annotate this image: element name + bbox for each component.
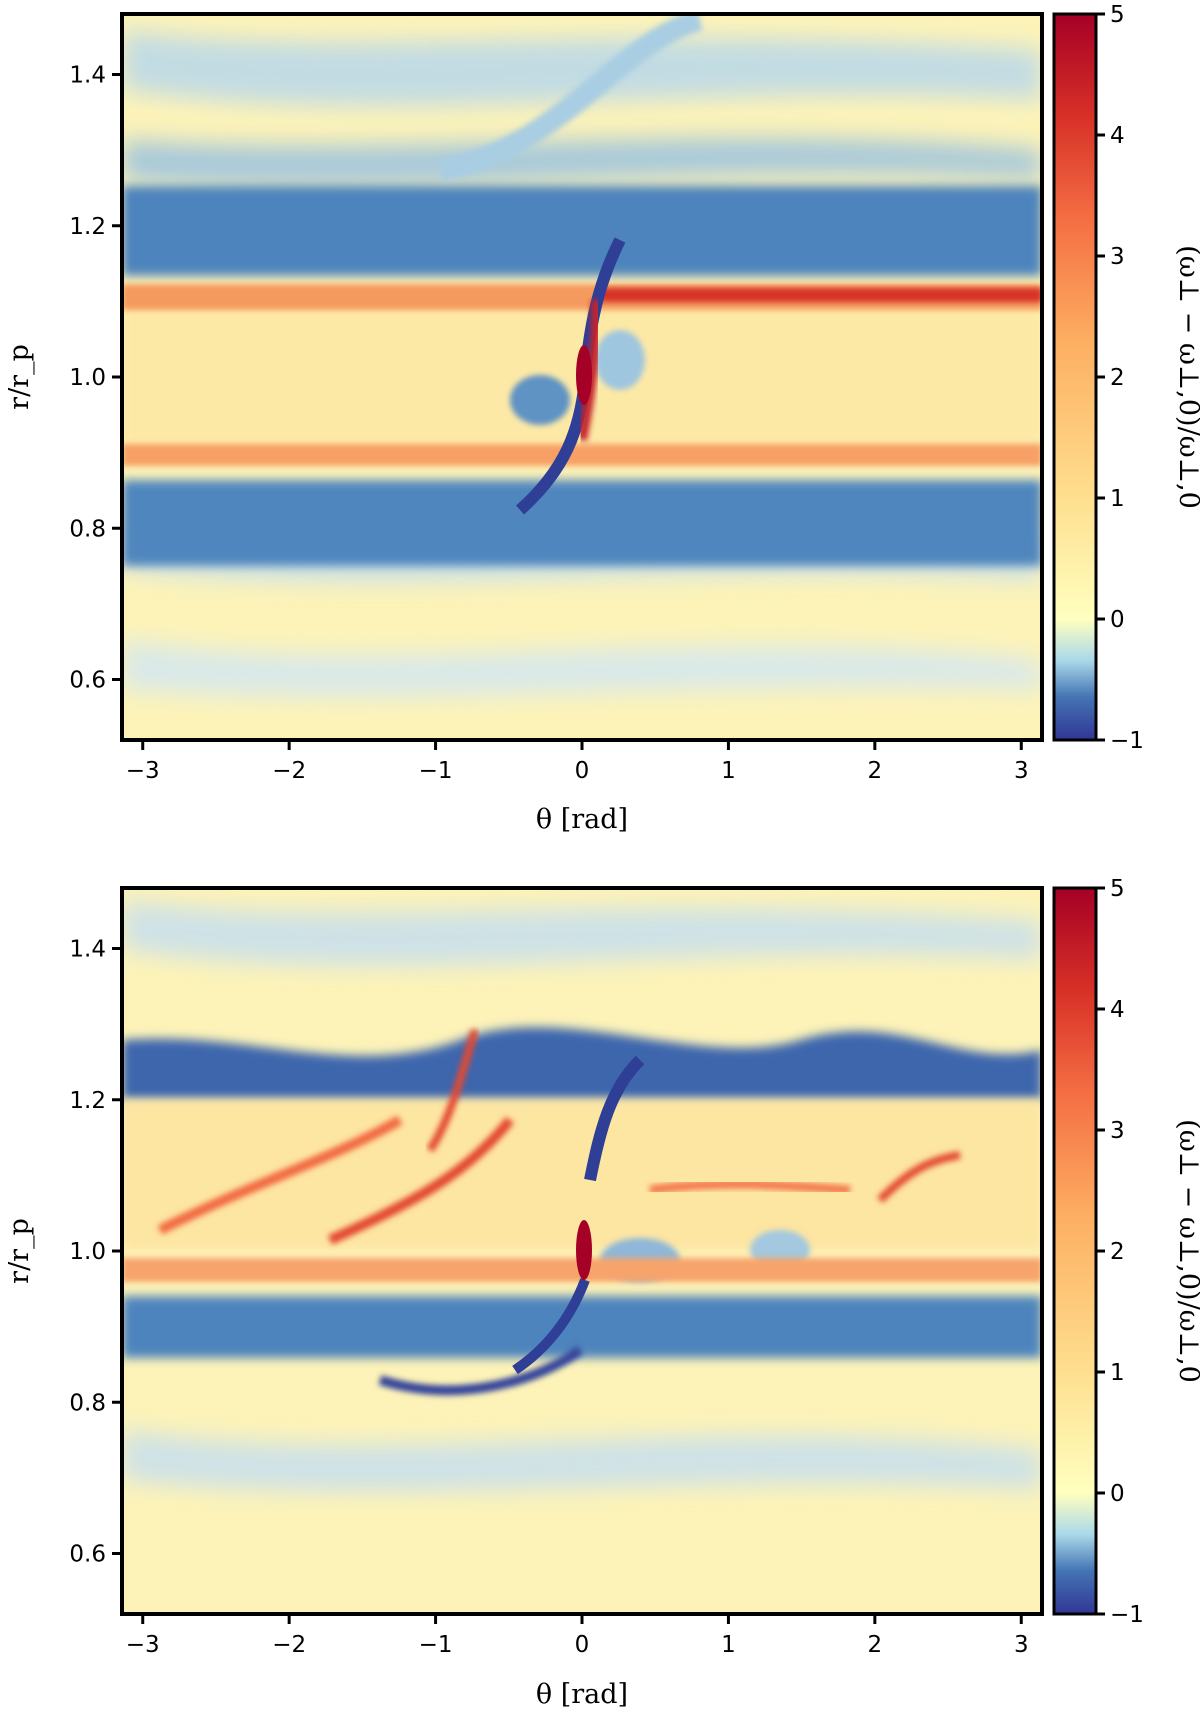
bottom-x-tick-label: 3	[1014, 1632, 1029, 1658]
top-x-tick-label: −2	[272, 758, 306, 784]
bottom-colorbar-tick-label: −1	[1110, 1602, 1144, 1628]
top-colorbar-tick-label: 3	[1110, 244, 1125, 270]
bottom-x-axis-label: θ [rad]	[536, 1679, 628, 1710]
top-x-axis: −3 −2 −1 0 1 2 3	[126, 740, 1029, 784]
top-x-axis-label: θ [rad]	[536, 804, 628, 835]
bottom-y-tick-label: 1.0	[69, 1239, 106, 1265]
top-colorbar-tick-label: −1	[1110, 728, 1144, 754]
bottom-y-tick-label: 0.8	[69, 1390, 106, 1416]
top-heatmap	[122, 14, 1042, 740]
bottom-colorbar-tick-label: 4	[1110, 997, 1125, 1023]
top-x-tick-label: 1	[721, 758, 736, 784]
top-x-tick-label: −3	[126, 758, 160, 784]
top-y-axis-label: r/r_p	[4, 344, 35, 410]
top-x-tick-label: 3	[1014, 758, 1029, 784]
bottom-x-tick-label: 0	[575, 1632, 590, 1658]
top-colorbar-tick-label: 4	[1110, 123, 1125, 149]
top-y-tick-label: 1.2	[69, 214, 106, 240]
top-colorbar-label: (ω⊥ − ω⊥,0)/ω⊥,0	[1173, 245, 1200, 509]
top-y-tick-label: 0.8	[69, 516, 106, 542]
bottom-colorbar-tick-label: 5	[1110, 876, 1125, 902]
top-y-tick-label: 0.6	[69, 668, 106, 694]
bottom-panel: −3 −2 −1 0 1 2 3 0.6 0.8 1.0 1.2 1.4 θ [rad] r/r_p…	[4, 876, 1200, 1710]
top-y-axis: 0.6 0.8 1.0 1.2 1.4	[69, 63, 122, 694]
bottom-x-tick-label: −2	[272, 1632, 306, 1658]
bottom-y-tick-label: 1.4	[69, 937, 106, 963]
top-colorbar-tick-label: 5	[1110, 2, 1125, 28]
top-colorbar-tick-label: 2	[1110, 365, 1125, 391]
bottom-y-tick-label: 0.6	[69, 1542, 106, 1568]
bottom-y-axis: 0.6 0.8 1.0 1.2 1.4	[69, 937, 122, 1568]
top-x-tick-label: 0	[575, 758, 590, 784]
bottom-colorbar-tick-label: 3	[1110, 1118, 1125, 1144]
bottom-colorbar: −1 0 1 2 3 4 5 (ω⊥ − ω⊥,0)/ω⊥,0	[1052, 876, 1200, 1628]
bottom-x-tick-label: −3	[126, 1632, 160, 1658]
bottom-x-axis: −3 −2 −1 0 1 2 3	[126, 1614, 1029, 1658]
top-y-tick-label: 1.4	[69, 63, 106, 89]
bottom-y-tick-label: 1.2	[69, 1088, 106, 1114]
bottom-x-tick-label: 2	[868, 1632, 883, 1658]
top-colorbar: −1 0 1 2 3 4 5 (ω⊥ − ω⊥,0)/ω⊥,0	[1052, 2, 1200, 754]
bottom-colorbar-tick-label: 1	[1110, 1360, 1125, 1386]
top-x-tick-label: −1	[419, 758, 453, 784]
top-panel: −3 −2 −1 0 1 2 3 0.6 0.8 1.0 1.2 1.4 θ [rad] r/r_p…	[4, 2, 1200, 835]
top-colorbar-tick-label: 0	[1110, 607, 1125, 633]
bottom-x-tick-label: 1	[721, 1632, 736, 1658]
bottom-colorbar-label: (ω⊥ − ω⊥,0)/ω⊥,0	[1173, 1119, 1200, 1383]
bottom-colorbar-tick-label: 2	[1110, 1239, 1125, 1265]
bottom-heatmap	[122, 888, 1042, 1614]
bottom-y-axis-label: r/r_p	[4, 1218, 35, 1284]
bottom-x-tick-label: −1	[419, 1632, 453, 1658]
top-y-tick-label: 1.0	[69, 365, 106, 391]
top-x-tick-label: 2	[868, 758, 883, 784]
bottom-colorbar-tick-label: 0	[1110, 1481, 1125, 1507]
top-colorbar-tick-label: 1	[1110, 486, 1125, 512]
